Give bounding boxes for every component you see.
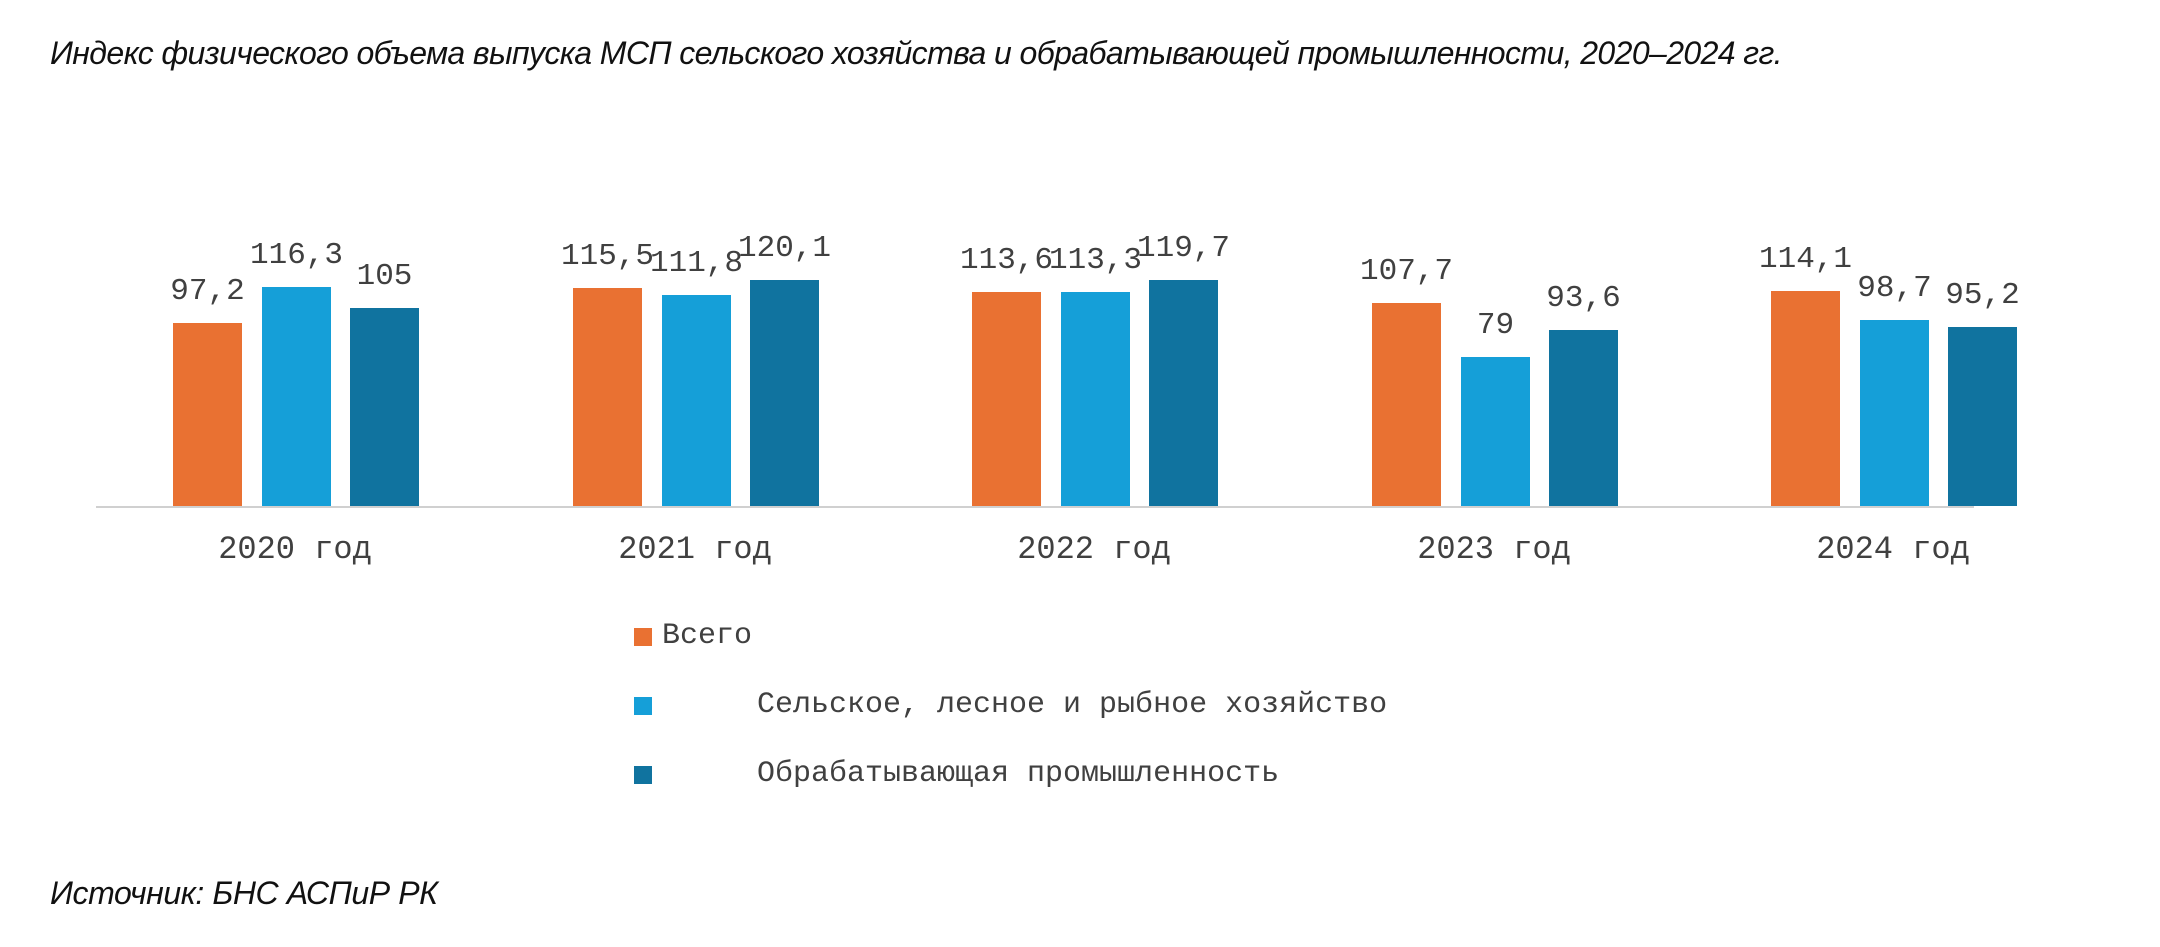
legend-swatch-icon: [634, 766, 652, 784]
bar-manufacturing: [750, 280, 819, 506]
category-label: 2023 год: [1417, 531, 1571, 568]
data-label: 111,8: [649, 246, 744, 281]
bar-total: [972, 292, 1041, 506]
data-label: 115,5: [560, 239, 655, 274]
data-label: 95,2: [1945, 278, 2020, 313]
data-label: 113,3: [1048, 243, 1143, 278]
source-note: Источник: БНС АСПиР РК: [50, 875, 438, 911]
category-label: 2021 год: [618, 531, 772, 568]
bar-manufacturing: [1149, 280, 1218, 506]
bar-agriculture: [662, 295, 731, 506]
legend-label: Всего: [662, 619, 753, 653]
data-label: 113,6: [959, 243, 1054, 278]
data-label: 119,7: [1136, 231, 1231, 266]
category-label: 2020 год: [218, 531, 372, 568]
chart-title: Индекс физического объема выпуска МСП се…: [50, 35, 1783, 71]
category-label: 2022 год: [1017, 531, 1171, 568]
legend-swatch-icon: [634, 697, 652, 715]
bar-agriculture: [262, 287, 331, 506]
data-label: 97,2: [170, 274, 245, 309]
bar-agriculture: [1860, 320, 1929, 506]
legend-label: Обрабатывающая промышленность: [757, 757, 1280, 791]
bar-agriculture: [1461, 357, 1530, 506]
bar-agriculture: [1061, 292, 1130, 506]
data-label: 114,1: [1758, 242, 1853, 277]
legend-label: Сельское, лесное и рыбное хозяйство: [757, 688, 1388, 722]
data-label: 105: [356, 259, 413, 294]
data-label: 79: [1476, 308, 1515, 343]
data-label: 98,7: [1857, 271, 1932, 306]
category-label: 2024 год: [1816, 531, 1970, 568]
bar-manufacturing: [1549, 330, 1618, 506]
data-label: 120,1: [737, 231, 832, 266]
legend-swatch-icon: [634, 628, 652, 646]
data-label: 93,6: [1546, 281, 1621, 316]
bar-total: [1771, 291, 1840, 506]
x-axis-line: [96, 506, 1974, 508]
bar-total: [173, 323, 242, 506]
bar-total: [1372, 303, 1441, 506]
bar-manufacturing: [1948, 327, 2017, 506]
data-label: 116,3: [249, 238, 344, 273]
bar-total: [573, 288, 642, 506]
bar-manufacturing: [350, 308, 419, 506]
data-label: 107,7: [1359, 254, 1454, 289]
